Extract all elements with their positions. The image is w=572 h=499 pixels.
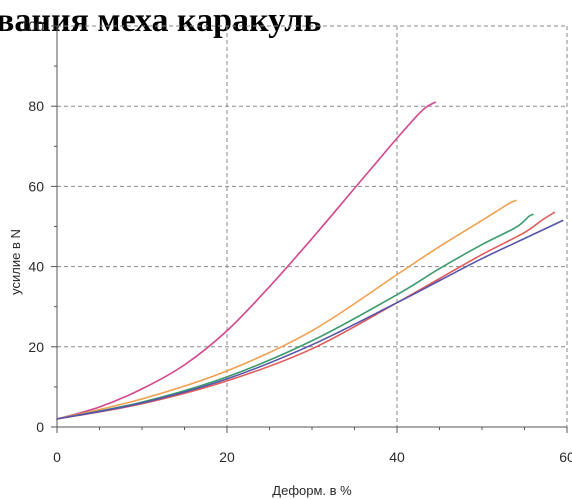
grid-lines xyxy=(57,25,568,427)
series-line-3 xyxy=(56,213,534,420)
y-tick-label: 100 xyxy=(21,18,45,34)
series-line-4 xyxy=(56,211,556,420)
y-tick-label: 40 xyxy=(28,259,44,275)
tick-labels: 0 20 40 60 80 100 0 20 40 60 xyxy=(21,18,572,465)
x-tick-label: 60 xyxy=(559,449,572,465)
series-line-5 xyxy=(56,219,564,420)
x-tick-label: 20 xyxy=(219,449,235,465)
series-lines xyxy=(56,101,564,420)
x-axis-label: Деформ. в % xyxy=(272,483,352,498)
axes xyxy=(51,25,568,433)
y-tick-label: 0 xyxy=(36,419,44,435)
y-tick-label: 20 xyxy=(28,339,44,355)
series-line-2 xyxy=(56,199,517,420)
x-tick-label: 0 xyxy=(53,449,61,465)
y-axis-label: усилие в N xyxy=(8,229,23,295)
x-tick-label: 40 xyxy=(389,449,405,465)
chart-title: вания меха каракуль xyxy=(0,2,321,39)
y-tick-label: 80 xyxy=(28,98,44,114)
y-tick-label: 60 xyxy=(28,178,44,194)
series-line-1 xyxy=(56,101,437,420)
